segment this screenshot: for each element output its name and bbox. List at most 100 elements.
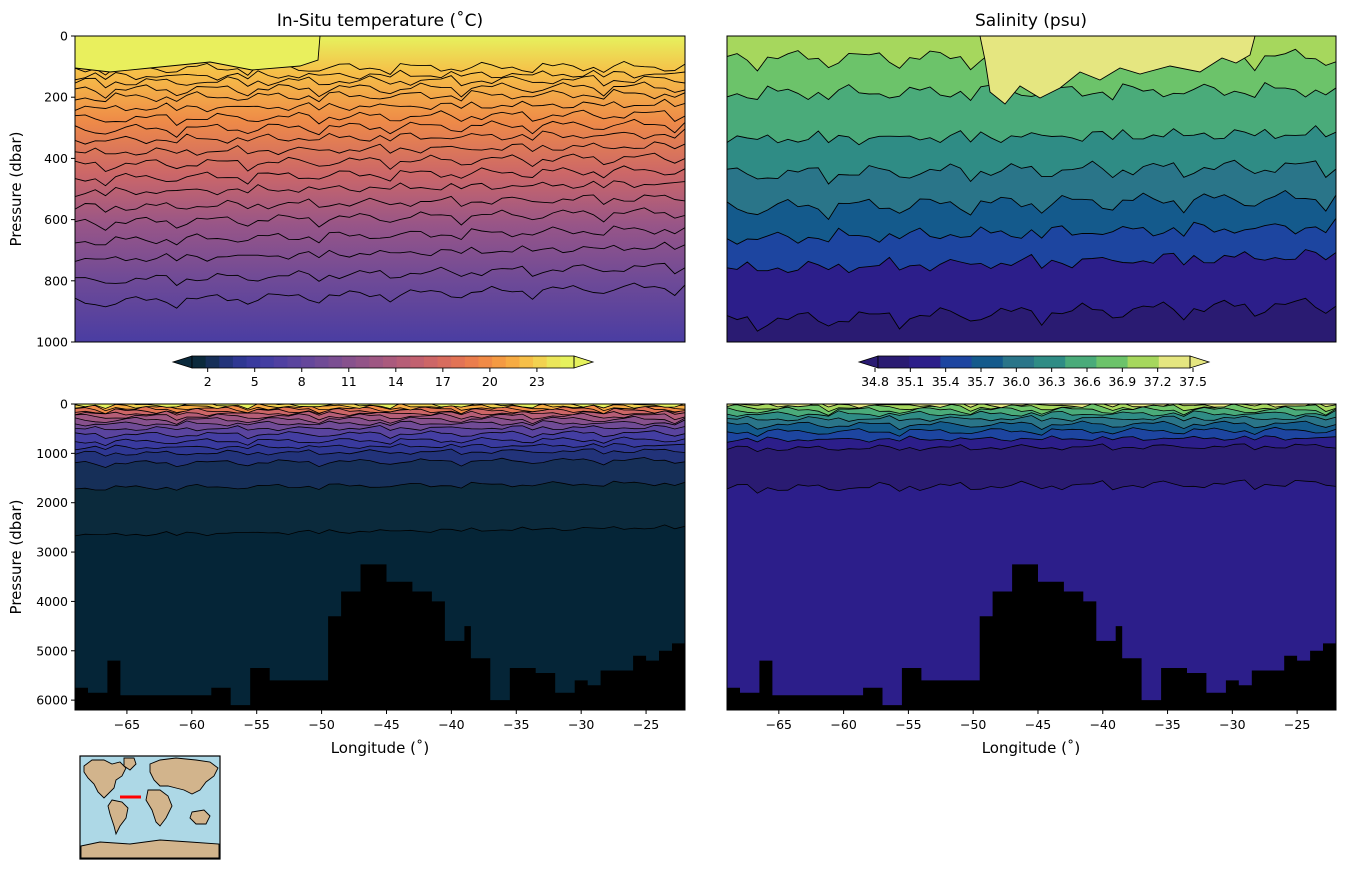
sal-colorbar-ticklabel-35.7: 35.7 [967,374,995,389]
sal-colorbar-frame [877,355,1191,369]
temp-colorbar-swatch-23 [505,356,520,368]
sal-colorbar-ticklabel-34.8: 34.8 [861,374,889,389]
isotherm-19 [75,88,685,103]
deep-x-left-ticklabel--40: −40 [438,717,464,732]
sal-colorbar-ticklabel-35.1: 35.1 [896,374,924,389]
deep-x-right-ticklabel--55: −55 [895,717,921,732]
temp-y-ticklabel-0: 0 [60,29,68,44]
sal-colorbar-swatch-8 [1127,356,1160,368]
sal-colorbar-swatch-6 [1065,356,1097,368]
deep-x-left-ticklabel--60: −60 [179,717,205,732]
isotherm-18 [75,98,685,113]
temp-y-ticklabel-200: 200 [44,90,68,105]
temp-colorbar-swatch-12 [355,356,370,368]
y-label-lower: Pressure (dbar) [7,500,25,615]
sal-colorbar-swatch-5 [1034,356,1066,368]
temp-colorbar-swatch-13 [369,356,384,368]
isotherm-22 [75,69,685,81]
deep-y-ticklabel-3000: 3000 [36,545,68,560]
deep-salinity-axes: −65 −60 −55 −50 −45 −40 −35 −30 −25 [766,710,1310,732]
eurasia [149,757,219,795]
surface-patch-25c [75,36,321,73]
salinity-frame [726,35,1337,343]
isotherm-13 [75,152,685,173]
deep-x-right-ticklabel--25: −25 [1284,717,1310,732]
deep-x-right-ticklabel--50: −50 [960,717,986,732]
x-label-left: Longitude (˚) [331,739,430,757]
deep-temperature-axes: 0 1000 2000 3000 4000 5000 6000 −65 −60 −55 −50 −45… [36,397,659,733]
temp-colorbar-swatch-1 [205,356,220,368]
x-label-right: Longitude (˚) [982,739,1081,757]
temp-y-ticklabel-1000: 1000 [36,335,68,350]
greenland [123,757,137,771]
temp-colorbar-swatch-3 [232,356,247,368]
temp-colorbar-swatch-22 [492,356,507,368]
sal-colorbar-swatch-3 [971,356,1004,368]
isotherm-17 [75,109,685,126]
australia [189,809,211,825]
sal-colorbar-swatch-2 [940,356,972,368]
isotherm-9 [75,207,685,231]
deep-y-ticklabel-2000: 2000 [36,495,68,510]
deep-x-left-ticklabel--65: −65 [114,717,140,732]
temp-colorbar-swatch-11 [342,356,357,368]
sal-colorbar-ticklabel-35.4: 35.4 [932,374,960,389]
temp-colorbar-ticklabel-2: 2 [204,374,212,389]
deep-x-left-ticklabel--30: −30 [568,717,594,732]
sal-colorbar-ticklabel-36.0: 36.0 [1002,374,1030,389]
deep-temperature-bands [75,404,685,537]
temp-colorbar-swatch-15 [396,356,411,368]
isotherm-21 [75,75,685,89]
temp-colorbar-ticklabel-17: 17 [435,374,451,389]
temp-colorbar-swatch-2 [219,356,234,368]
deep-x-right-ticklabel--40: −40 [1090,717,1116,732]
sal-colorbar-ticklabel-36.3: 36.3 [1038,374,1066,389]
temp-colorbar-ticklabel-5: 5 [251,374,259,389]
temp-colorbar-swatch-25 [533,356,548,368]
temp-colorbar-swatch-5 [260,356,275,368]
salinity-colorbar: 34.8 35.1 35.4 35.7 36.0 36.3 36.6 36.9 37.2 37.5 [857,355,1211,389]
temp-colorbar-swatch-6 [273,356,288,368]
temp-colorbar-swatch-16 [410,356,425,368]
deep-x-right-ticklabel--35: −35 [1154,717,1180,732]
temp-y-ticklabel-400: 400 [44,151,68,166]
deep-x-left-ticklabel--25: −25 [633,717,659,732]
panel-salinity-upper: Salinity (psu) [726,11,1337,343]
isotherm-23 [75,61,685,76]
deep-temperature-frame [74,403,686,711]
temp-colorbar-ticklabel-23: 23 [529,374,545,389]
temp-y-ticklabel-600: 600 [44,212,68,227]
temp-colorbar-swatch-21 [478,356,493,368]
temp-colorbar-swatch-10 [328,356,343,368]
sal-colorbar-swatch-0 [878,356,910,368]
sal-colorbar-ticklabel-37.5: 37.5 [1179,374,1207,389]
temperature-frame [74,35,686,343]
temp-colorbar-swatch-8 [301,356,316,368]
isotherm-15 [75,128,685,145]
temp-colorbar-ticklabel-20: 20 [482,374,498,389]
temp-colorbar-ticklabel-11: 11 [341,374,357,389]
salinity-max-patch [979,36,1256,105]
deep-x-right-ticklabel--45: −45 [1025,717,1051,732]
deep-x-left-ticklabel--55: −55 [244,717,270,732]
temp-colorbar-ticklabel-14: 14 [388,374,404,389]
salinity-title: Salinity (psu) [975,11,1087,31]
sal-colorbar-min-extend [857,355,879,369]
isotherm-20 [75,81,685,99]
temp-colorbar-swatch-20 [464,356,479,368]
deep-isotherm-0 [75,404,685,410]
sal-colorbar-ticklabel-36.9: 36.9 [1108,374,1136,389]
south-america [107,799,129,836]
sal-colorbar-swatch-1 [909,356,941,368]
isotherm-7 [75,241,685,262]
sal-colorbar-ticklabel-37.2: 37.2 [1144,374,1172,389]
temp-colorbar-swatch-7 [287,356,302,368]
deep-y-ticklabel-1000: 1000 [36,446,68,461]
deep-x-right-ticklabel--60: −60 [830,717,856,732]
isotherm-16 [75,118,685,138]
temperature-field [75,36,685,342]
isotherm-10 [75,194,685,213]
temp-colorbar-swatch-27 [560,356,575,368]
deep-y-ticklabel-6000: 6000 [36,693,68,708]
sal-colorbar-swatch-7 [1096,356,1128,368]
